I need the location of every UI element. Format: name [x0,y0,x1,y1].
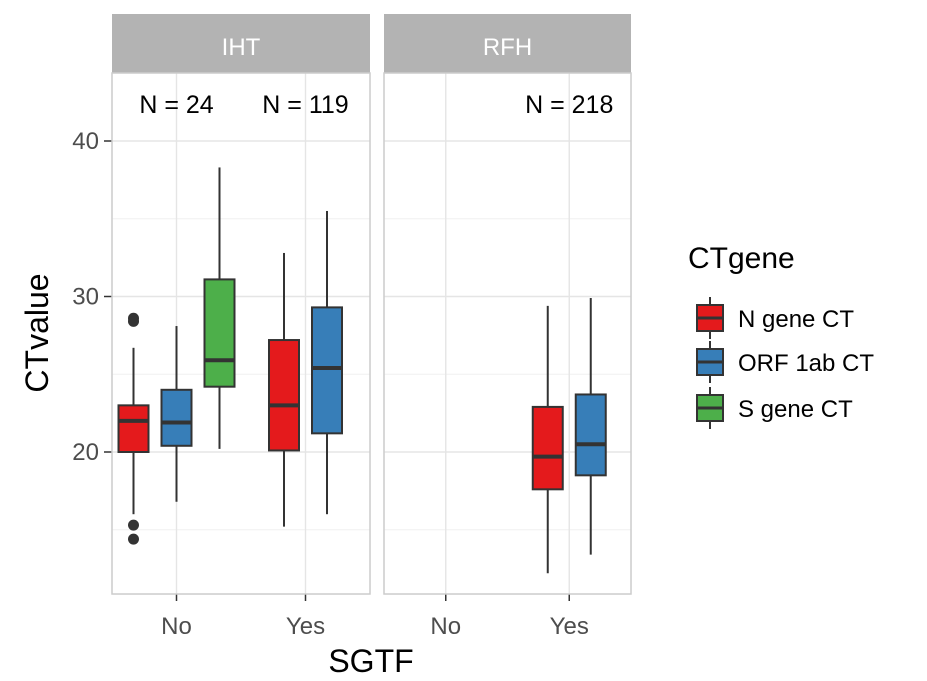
box-orf-1ab-ct [574,298,607,555]
outlier-point [128,315,139,327]
panel-border [111,72,371,595]
x-tick-label: Yes [550,613,589,640]
strip-background [384,14,631,73]
outlier-point [128,533,139,545]
n-annotation: N = 218 [525,91,613,119]
x-tick-label: No [161,613,192,640]
outlier-point [128,519,139,531]
box-body [268,339,300,452]
y-tick-label: 40 [72,128,99,155]
box-body [311,306,343,435]
strip-label: RFH [483,34,532,61]
y-tick-label: 30 [72,284,99,311]
legend-item: N gene CT [696,297,854,339]
box-s-gene-ct [203,167,236,449]
box-body [117,404,150,454]
legend-label: ORF 1ab CT [738,350,874,377]
n-annotation: N = 119 [262,91,348,119]
box-body [574,393,607,477]
legend-label: S gene CT [738,396,853,423]
legend-label: N gene CT [738,306,854,333]
box-body [160,388,193,447]
box-body [531,405,564,491]
legend-item: ORF 1ab CT [696,341,874,383]
legend-title: CTgene [688,242,795,275]
n-annotation: N = 24 [139,91,213,119]
box-n-gene-ct [117,312,150,545]
x-tick-label: Yes [286,613,325,640]
box-n-gene-ct [531,305,564,574]
strip-label: IHT [222,34,261,61]
panel-rfh: RFH No Yes N = 218 [383,14,632,640]
box-orf-1ab-ct [311,210,343,515]
strip-background [112,14,370,73]
legend-item: S gene CT [696,387,853,429]
panel-border [383,72,632,595]
y-axis-title: CTvalue [19,273,55,392]
x-axis-title: SGTF [328,643,413,679]
x-tick-label: No [430,613,461,640]
box-body [203,278,236,388]
box-n-gene-ct [268,252,300,527]
panel-background [384,73,631,594]
box-orf-1ab-ct [160,326,193,502]
panel-iht: IHT No Yes N = 24 N = 119 [111,14,371,640]
legend: CTgene N gene CT ORF 1ab CT S gene CT [688,242,874,429]
y-tick-label: 20 [72,439,99,466]
